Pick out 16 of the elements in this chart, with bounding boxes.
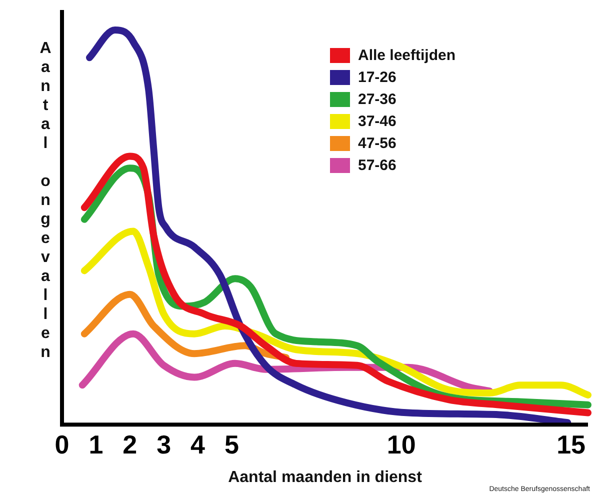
x-tick-label: 0 — [54, 429, 70, 460]
x-tick-label: 1 — [88, 429, 104, 460]
x-tick-label: 4 — [190, 429, 206, 460]
legend-label: 57-66 — [358, 156, 396, 174]
legend-label: 47-56 — [358, 134, 396, 152]
legend-label: 17-26 — [358, 68, 396, 86]
legend-label: 27-36 — [358, 90, 396, 108]
x-tick-label: 10 — [386, 429, 416, 460]
x-tick-label: 15 — [556, 429, 586, 460]
x-tick-label: 5 — [224, 429, 239, 460]
y-axis-title: Aantal ongevallen — [36, 40, 54, 363]
legend-label: Alle leeftijden — [358, 46, 456, 64]
x-tick-label: 3 — [156, 429, 172, 460]
x-tick-label: 2 — [122, 429, 138, 460]
legend-label: 37-46 — [358, 112, 396, 130]
x-axis-title: Aantal maanden in dienst — [228, 468, 423, 486]
